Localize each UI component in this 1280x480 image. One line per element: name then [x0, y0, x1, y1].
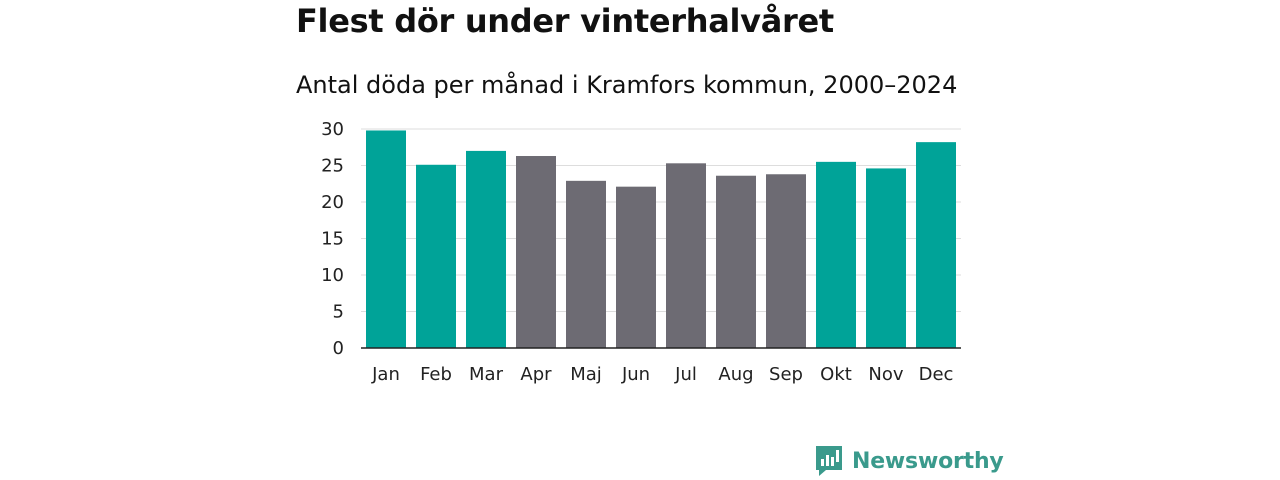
newsworthy-logo-icon [816, 446, 842, 476]
bar-sep [766, 174, 806, 348]
bar-jun [616, 186, 656, 348]
bar-aug [716, 175, 756, 348]
y-tick-label: 10 [321, 265, 344, 286]
bars [366, 130, 956, 348]
bar-maj [566, 180, 606, 348]
x-tick-label: Jul [674, 364, 697, 385]
x-tick-label: Dec [919, 364, 954, 385]
y-tick-label: 5 [333, 302, 344, 323]
x-tick-label: Maj [570, 364, 602, 385]
y-axis-ticks: 0 5 10 15 20 25 30 [321, 119, 344, 359]
bar-nov [866, 168, 906, 348]
newsworthy-logo-text: Newsworthy [852, 448, 1004, 474]
bar-okt [816, 161, 856, 348]
bar-dec [916, 142, 956, 348]
gridlines [361, 128, 961, 312]
y-tick-label: 25 [321, 156, 344, 177]
bar-mar [466, 150, 506, 348]
x-tick-label: Jun [621, 364, 650, 385]
chart-subtitle: Antal döda per månad i Kramfors kommun, … [296, 71, 958, 99]
x-tick-label: Jan [371, 364, 400, 385]
x-axis-ticks: Jan Feb Mar Apr Maj Jun Jul Aug Sep Okt Nov Dec [371, 364, 953, 385]
x-tick-label: Sep [769, 364, 803, 385]
y-tick-label: 20 [321, 192, 344, 213]
bar-apr [516, 156, 556, 348]
x-tick-label: Feb [420, 364, 452, 385]
chart-title: Flest dör under vinterhalvåret [296, 2, 834, 40]
x-tick-label: Okt [820, 364, 852, 385]
bar-jul [666, 163, 706, 348]
x-tick-label: Nov [868, 364, 903, 385]
y-tick-label: 15 [321, 229, 344, 250]
bar-jan [366, 130, 406, 348]
x-tick-label: Apr [520, 364, 552, 385]
x-tick-label: Aug [718, 364, 753, 385]
newsworthy-logo: Newsworthy [814, 444, 1004, 478]
x-tick-label: Mar [469, 364, 504, 385]
y-tick-label: 0 [333, 338, 344, 359]
bar-feb [416, 164, 456, 348]
y-tick-label: 30 [321, 119, 344, 140]
